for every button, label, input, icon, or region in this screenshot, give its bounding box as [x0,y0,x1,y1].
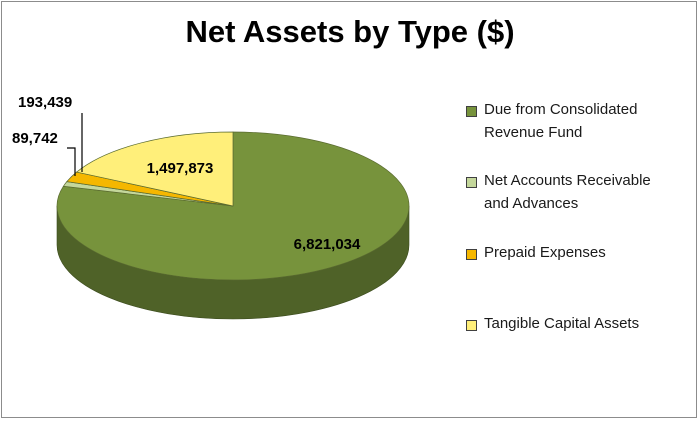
legend-swatch [466,249,477,260]
legend-label: Due from Consolidated Revenue Fund [484,98,694,144]
chart-title: Net Assets by Type ($) [185,14,515,49]
legend-swatch [466,106,477,117]
legend-label-line: Revenue Fund [484,124,583,141]
legend-item-due-from-crf: Due from Consolidated Revenue Fund [466,101,694,144]
legend-label: Tangible Capital Assets [484,315,640,332]
data-label: 6,821,034 [294,236,361,253]
legend-label-line: Net Accounts Receivable [484,172,651,189]
legend-label-line: Due from Consolidated [484,101,638,118]
legend-swatch [466,320,477,331]
legend-item-net-accounts-receivable: Net Accounts Receivable and Advances [466,172,694,215]
legend-item-prepaid-expenses: Prepaid Expenses [466,244,694,264]
data-label: 193,439 [18,94,72,111]
data-label: 89,742 [12,130,58,147]
legend-label: Prepaid Expenses [484,244,606,261]
legend-label: Net Accounts Receivable and Advances [484,169,694,215]
leader-line [67,147,76,176]
legend-swatch [466,177,477,188]
data-label: 1,497,873 [147,160,214,177]
legend-item-tangible-capital-assets: Tangible Capital Assets [466,315,694,335]
legend-label-line: and Advances [484,195,579,212]
pie-slice [75,131,234,207]
